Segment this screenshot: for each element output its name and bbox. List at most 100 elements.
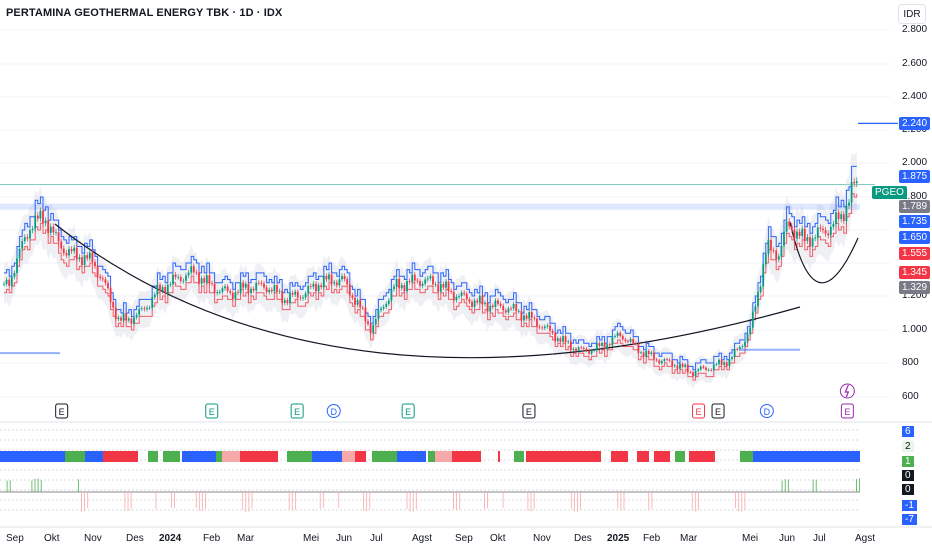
date-tick: Sep	[455, 533, 473, 544]
candle-body	[263, 283, 265, 288]
candle-body	[827, 233, 830, 236]
candle-body	[653, 352, 655, 360]
candle-body	[286, 300, 289, 304]
candle-body	[684, 364, 687, 367]
candle-body	[270, 289, 273, 292]
event-marker-e: E	[401, 403, 415, 419]
candle-body	[73, 247, 76, 252]
candle-body	[801, 228, 804, 237]
candle-body	[728, 359, 731, 366]
candle-body	[130, 318, 133, 324]
candle-body	[75, 247, 78, 260]
date-tick: Feb	[203, 533, 221, 544]
candle-body	[577, 347, 580, 352]
candle-body	[23, 237, 26, 242]
trend-segment	[287, 451, 312, 462]
candle-body	[237, 292, 239, 293]
candle-body	[541, 327, 544, 329]
candle-body	[257, 282, 260, 284]
candle-body	[200, 278, 203, 284]
candle-body	[837, 212, 840, 220]
candle-body	[112, 301, 115, 308]
candle-body	[255, 282, 258, 291]
indicator-panel	[0, 429, 860, 512]
candle-body	[692, 372, 694, 377]
candle-body	[611, 336, 614, 346]
candle-body	[99, 276, 102, 279]
candle-body	[403, 285, 406, 292]
candle-body	[26, 237, 29, 239]
price-tick: 600	[902, 391, 919, 402]
candle-body	[247, 283, 250, 293]
candle-body	[47, 220, 50, 233]
candle-body	[702, 366, 705, 368]
candle-body	[845, 205, 848, 221]
price-tick: 800	[902, 357, 919, 368]
upper-trail-line	[4, 165, 857, 371]
candle-body	[411, 274, 414, 282]
candle-body	[697, 369, 700, 371]
date-tick: Jun	[336, 533, 353, 544]
candle-body	[658, 360, 661, 364]
candle-body	[283, 300, 286, 303]
candle-body	[832, 223, 835, 227]
candle-body	[816, 227, 819, 238]
candle-body	[146, 307, 148, 310]
candle-body	[299, 297, 302, 299]
event-label: E	[209, 407, 215, 417]
candle-body	[627, 341, 629, 342]
candle-body	[481, 295, 484, 305]
date-tick: Jul	[370, 533, 383, 544]
candle-body	[686, 364, 689, 373]
candle-body	[177, 277, 180, 278]
date-tick: 2025	[607, 533, 630, 544]
candle-body	[471, 301, 473, 307]
candle-body	[712, 364, 715, 371]
candle-body	[229, 291, 232, 293]
date-tick: Mei	[742, 533, 759, 544]
candle-body	[528, 312, 531, 319]
price-tick: 2.800	[902, 24, 928, 35]
candle-body	[723, 362, 726, 365]
candle-body	[88, 252, 91, 259]
candle-body	[783, 231, 785, 246]
candle-body	[140, 308, 143, 310]
candle-body	[754, 306, 757, 312]
candle-body	[468, 299, 471, 302]
candle-body	[642, 352, 645, 357]
currency-button[interactable]: IDR	[898, 4, 926, 24]
candle-body	[494, 300, 497, 308]
price-tick: 2.400	[902, 91, 928, 102]
trend-segment	[148, 451, 158, 462]
candle-body	[335, 282, 338, 286]
candle-body	[762, 264, 765, 287]
candle-body	[738, 346, 741, 350]
indicator-level: 0	[902, 484, 914, 495]
candle-body	[302, 297, 304, 299]
candle-body	[512, 304, 515, 309]
candle-body	[798, 231, 801, 237]
price-label: 1.789	[899, 200, 931, 213]
candle-body	[359, 300, 362, 308]
candle-body	[377, 310, 380, 320]
candle-body	[161, 287, 164, 291]
candle-body	[562, 336, 564, 342]
candle-body	[52, 226, 55, 233]
candle-body	[8, 279, 11, 286]
price-tick: 2.000	[902, 157, 928, 168]
candle-body	[502, 305, 505, 311]
candle-body	[101, 278, 104, 280]
candle-body	[668, 359, 671, 361]
candle-body	[507, 308, 510, 313]
candle-body	[465, 293, 468, 300]
candle-body	[442, 284, 445, 288]
candle-body	[445, 281, 447, 288]
candle-body	[192, 266, 195, 273]
candle-body	[650, 352, 653, 355]
candle-body	[699, 366, 702, 370]
event-marker-e: E	[522, 403, 536, 419]
candle-body	[57, 232, 60, 242]
event-label: E	[405, 407, 411, 417]
candle-body	[567, 341, 570, 343]
